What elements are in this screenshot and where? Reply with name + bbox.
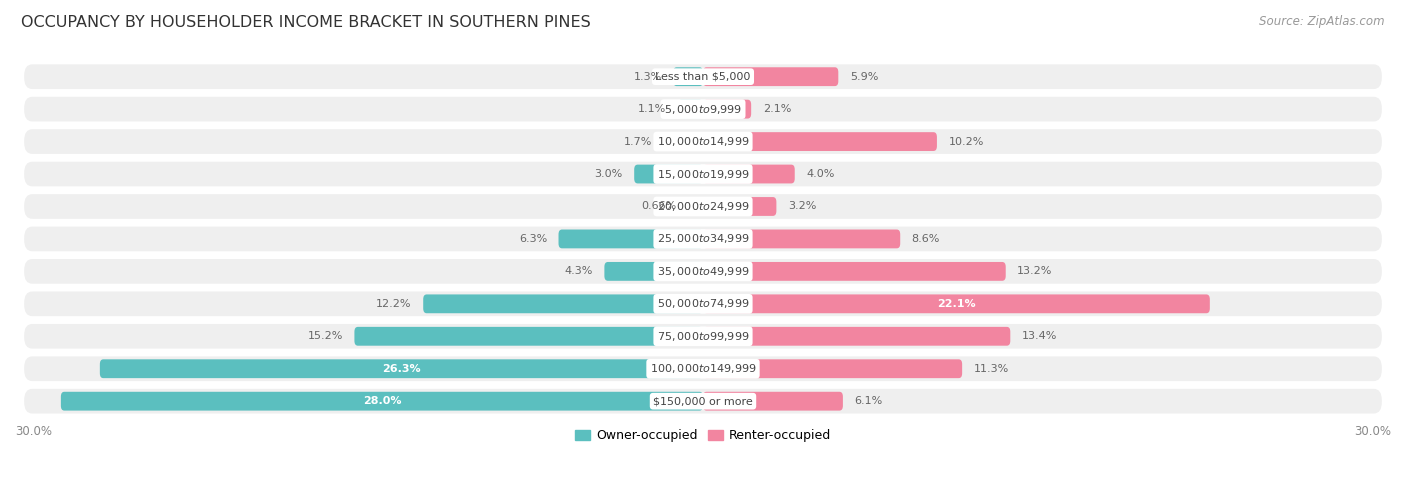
FancyBboxPatch shape [24, 97, 1382, 121]
Text: 26.3%: 26.3% [382, 364, 420, 374]
FancyBboxPatch shape [664, 132, 703, 151]
FancyBboxPatch shape [678, 100, 703, 118]
Text: 3.2%: 3.2% [787, 202, 817, 211]
FancyBboxPatch shape [634, 165, 703, 184]
FancyBboxPatch shape [703, 295, 1209, 313]
FancyBboxPatch shape [24, 194, 1382, 219]
Text: 4.3%: 4.3% [565, 266, 593, 277]
Text: $50,000 to $74,999: $50,000 to $74,999 [657, 298, 749, 310]
Text: 13.2%: 13.2% [1017, 266, 1053, 277]
Text: 2.1%: 2.1% [762, 104, 792, 114]
FancyBboxPatch shape [703, 359, 962, 378]
FancyBboxPatch shape [703, 165, 794, 184]
FancyBboxPatch shape [24, 389, 1382, 413]
Text: $75,000 to $99,999: $75,000 to $99,999 [657, 330, 749, 343]
FancyBboxPatch shape [703, 392, 842, 411]
Text: $20,000 to $24,999: $20,000 to $24,999 [657, 200, 749, 213]
FancyBboxPatch shape [703, 197, 776, 216]
FancyBboxPatch shape [703, 132, 936, 151]
Legend: Owner-occupied, Renter-occupied: Owner-occupied, Renter-occupied [569, 424, 837, 447]
Text: 30.0%: 30.0% [15, 425, 52, 437]
Text: 15.2%: 15.2% [308, 331, 343, 341]
Text: $5,000 to $9,999: $5,000 to $9,999 [664, 103, 742, 115]
FancyBboxPatch shape [24, 129, 1382, 154]
Text: $100,000 to $149,999: $100,000 to $149,999 [650, 362, 756, 375]
Text: 3.0%: 3.0% [595, 169, 623, 179]
Text: 11.3%: 11.3% [973, 364, 1010, 374]
Text: $150,000 or more: $150,000 or more [654, 396, 752, 406]
FancyBboxPatch shape [703, 229, 900, 248]
FancyBboxPatch shape [24, 259, 1382, 284]
FancyBboxPatch shape [703, 67, 838, 86]
Text: $10,000 to $14,999: $10,000 to $14,999 [657, 135, 749, 148]
Text: 8.6%: 8.6% [911, 234, 941, 244]
FancyBboxPatch shape [703, 262, 1005, 281]
Text: 6.1%: 6.1% [855, 396, 883, 406]
FancyBboxPatch shape [24, 356, 1382, 381]
Text: 1.7%: 1.7% [624, 136, 652, 147]
Text: 1.3%: 1.3% [634, 72, 662, 82]
Text: $35,000 to $49,999: $35,000 to $49,999 [657, 265, 749, 278]
Text: 10.2%: 10.2% [949, 136, 984, 147]
Text: 30.0%: 30.0% [1354, 425, 1391, 437]
Text: 6.3%: 6.3% [519, 234, 547, 244]
FancyBboxPatch shape [24, 292, 1382, 316]
FancyBboxPatch shape [703, 327, 1011, 346]
FancyBboxPatch shape [24, 162, 1382, 187]
FancyBboxPatch shape [688, 197, 703, 216]
FancyBboxPatch shape [354, 327, 703, 346]
Text: 12.2%: 12.2% [377, 299, 412, 309]
FancyBboxPatch shape [558, 229, 703, 248]
Text: $15,000 to $19,999: $15,000 to $19,999 [657, 168, 749, 181]
FancyBboxPatch shape [703, 100, 751, 118]
FancyBboxPatch shape [605, 262, 703, 281]
Text: 4.0%: 4.0% [806, 169, 835, 179]
Text: $25,000 to $34,999: $25,000 to $34,999 [657, 232, 749, 245]
Text: 0.66%: 0.66% [641, 202, 676, 211]
Text: 1.1%: 1.1% [638, 104, 666, 114]
Text: Less than $5,000: Less than $5,000 [655, 72, 751, 82]
FancyBboxPatch shape [24, 324, 1382, 349]
FancyBboxPatch shape [423, 295, 703, 313]
FancyBboxPatch shape [673, 67, 703, 86]
FancyBboxPatch shape [100, 359, 703, 378]
Text: Source: ZipAtlas.com: Source: ZipAtlas.com [1260, 15, 1385, 28]
Text: 13.4%: 13.4% [1022, 331, 1057, 341]
Text: 28.0%: 28.0% [363, 396, 401, 406]
FancyBboxPatch shape [24, 226, 1382, 251]
Text: OCCUPANCY BY HOUSEHOLDER INCOME BRACKET IN SOUTHERN PINES: OCCUPANCY BY HOUSEHOLDER INCOME BRACKET … [21, 15, 591, 30]
FancyBboxPatch shape [60, 392, 703, 411]
Text: 5.9%: 5.9% [849, 72, 879, 82]
FancyBboxPatch shape [24, 64, 1382, 89]
Text: 22.1%: 22.1% [938, 299, 976, 309]
